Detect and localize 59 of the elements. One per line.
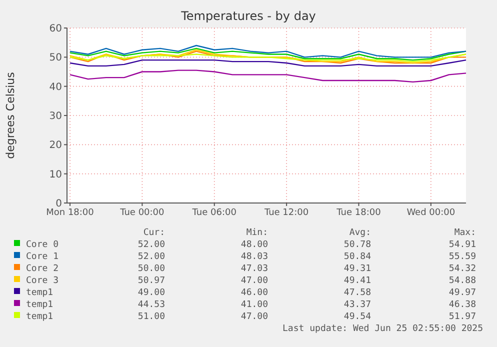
y-tick-label: 0 xyxy=(56,198,62,210)
text: 49.31 xyxy=(344,264,371,274)
line-series xyxy=(69,48,467,61)
text: 52.00 xyxy=(138,252,165,262)
x-tick-label: Tue 00:00 xyxy=(119,208,165,218)
text: 41.00 xyxy=(240,300,268,310)
line-series xyxy=(69,44,467,58)
y-tick-label: 10 xyxy=(49,169,62,180)
text: 49.00 xyxy=(138,288,165,298)
text: Cur: xyxy=(143,228,165,238)
y-tick-label: 20 xyxy=(49,140,62,152)
text: 49.54 xyxy=(344,312,371,322)
text: 44.53 xyxy=(138,300,165,310)
legend-label: temp1 xyxy=(26,312,54,322)
text: 50.00 xyxy=(138,264,165,274)
text: 55.59 xyxy=(448,252,476,262)
text: 50.84 xyxy=(344,252,371,262)
text: Max: xyxy=(454,228,476,238)
legend-label: Core 3 xyxy=(26,276,59,286)
text: 49.41 xyxy=(344,276,371,286)
y-tick-label: 30 xyxy=(49,111,62,122)
text: Min: xyxy=(246,228,268,238)
x-tick-label: Tue 06:00 xyxy=(191,208,237,218)
text: 47.03 xyxy=(240,264,268,274)
text: Avg: xyxy=(349,228,371,238)
text: 47.00 xyxy=(240,276,268,286)
y-tick-label: 40 xyxy=(49,82,62,93)
legend-label: Core 0 xyxy=(26,240,59,250)
legend-label: temp1 xyxy=(26,300,54,310)
legend-label: Core 1 xyxy=(26,252,59,262)
text: 43.37 xyxy=(344,300,371,310)
x-tick-label: Wed 00:00 xyxy=(406,208,456,218)
text: 51.97 xyxy=(448,312,476,322)
y-tick-label: 60 xyxy=(49,24,62,34)
text: 48.03 xyxy=(240,252,268,262)
line-series xyxy=(69,70,467,83)
x-tick-label: Tue 18:00 xyxy=(336,208,382,218)
text: 46.00 xyxy=(240,288,268,298)
text: 54.91 xyxy=(448,240,476,250)
text: Last update: Wed Jun 25 02:55:00 2025 xyxy=(282,324,483,334)
chart-title: Temperatures - by day xyxy=(180,9,316,23)
legend-label: temp1 xyxy=(26,288,54,298)
line-series xyxy=(69,54,467,62)
legend-label: Core 2 xyxy=(26,264,59,274)
y-axis-title: degrees Celsius xyxy=(4,72,17,159)
text: 52.00 xyxy=(138,240,165,250)
x-tick-label: Tue 12:00 xyxy=(263,208,309,218)
y-tick-label: 50 xyxy=(49,52,62,64)
text: 50.78 xyxy=(344,240,371,250)
text: 54.32 xyxy=(448,264,476,274)
text: 46.38 xyxy=(448,300,476,310)
x-tick-label: Mon 18:00 xyxy=(46,208,94,218)
text: 47.00 xyxy=(240,312,268,322)
text: 47.58 xyxy=(344,288,371,298)
text: 54.88 xyxy=(448,276,476,286)
text: 48.00 xyxy=(240,240,268,250)
text: 50.97 xyxy=(138,276,165,286)
text: 49.97 xyxy=(448,288,476,298)
text: 51.00 xyxy=(138,312,165,322)
